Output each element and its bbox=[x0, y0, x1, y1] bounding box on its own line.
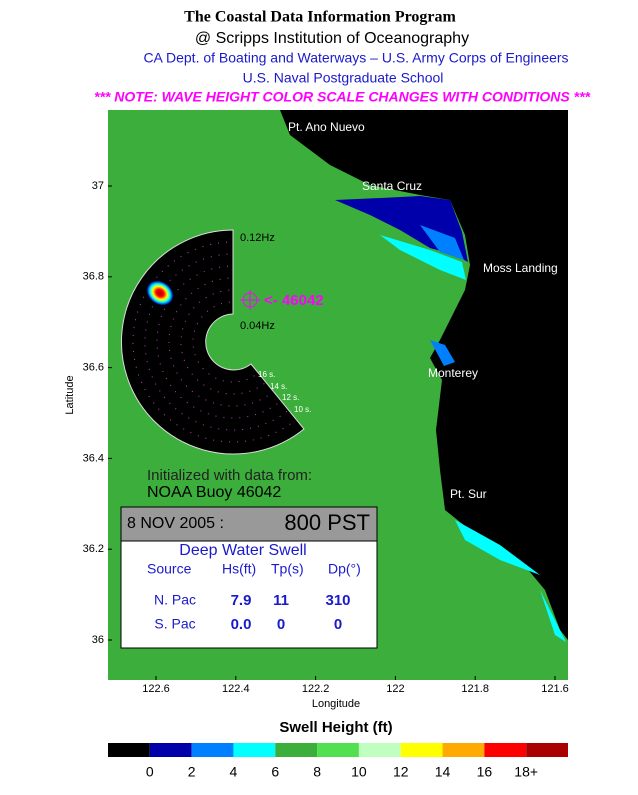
subtitle: @ Scripps Institution of Oceanography bbox=[195, 30, 469, 47]
title: The Coastal Data Information Program bbox=[184, 9, 456, 26]
legend-swatch bbox=[484, 743, 527, 757]
freq-label: 0.12Hz bbox=[240, 232, 275, 244]
sponsor: CA Dept. of Boating and Waterways – U.S.… bbox=[143, 50, 568, 66]
lon-tick-label: 122.2 bbox=[302, 683, 330, 695]
legend-label: 4 bbox=[230, 764, 238, 780]
place-label: Santa Cruz bbox=[362, 179, 422, 193]
buoy-marker bbox=[240, 290, 260, 310]
lon-tick-label: 122.6 bbox=[142, 683, 170, 695]
swell-table bbox=[120, 540, 378, 649]
legend-label: 14 bbox=[435, 764, 451, 780]
init-source: NOAA Buoy 46042 bbox=[147, 484, 281, 501]
period-label: 16 s. bbox=[258, 370, 275, 379]
legend-swatch bbox=[233, 743, 276, 757]
legend-label: 16 bbox=[477, 764, 493, 780]
legend-swatch bbox=[442, 743, 485, 757]
lat-tick-label: 36.8 bbox=[83, 271, 104, 283]
shallow bbox=[455, 520, 540, 575]
buoy-label: <- 46042 bbox=[264, 292, 324, 309]
legend-swatch bbox=[275, 743, 318, 757]
shallow bbox=[420, 225, 464, 260]
shallow bbox=[335, 196, 468, 262]
legend-label: 2 bbox=[188, 764, 196, 780]
period-label: 14 s. bbox=[270, 382, 287, 391]
note: *** NOTE: WAVE HEIGHT COLOR SCALE CHANGE… bbox=[94, 89, 591, 105]
lat-axis-label: Latitude bbox=[64, 375, 76, 414]
row-value: 0 bbox=[334, 616, 342, 633]
land bbox=[280, 110, 568, 640]
legend-label: 10 bbox=[351, 764, 367, 780]
period-label: 10 s. bbox=[294, 405, 311, 414]
lon-axis-label: Longitude bbox=[312, 698, 360, 710]
place-label: Monterey bbox=[428, 366, 478, 380]
legend-swatch bbox=[108, 743, 150, 757]
lat-tick-label: 37 bbox=[92, 180, 104, 192]
legend-swatch bbox=[526, 743, 568, 757]
legend-label: 18+ bbox=[514, 764, 538, 780]
legend-label: 8 bbox=[313, 764, 321, 780]
lon-tick-label: 121.6 bbox=[541, 683, 569, 695]
lat-tick-label: 36 bbox=[92, 634, 104, 646]
freq-label: 0.04Hz bbox=[240, 320, 275, 332]
row-source: S. Pac bbox=[154, 616, 195, 632]
col-header: Source bbox=[147, 561, 192, 577]
shallow bbox=[540, 590, 566, 642]
legend-swatch bbox=[149, 743, 192, 757]
legend-swatch bbox=[317, 743, 359, 757]
col-header: Dp(°) bbox=[328, 561, 361, 577]
place-label: Pt. Sur bbox=[450, 487, 487, 501]
date-box bbox=[120, 506, 378, 542]
table-title: Deep Water Swell bbox=[179, 542, 306, 559]
legend-title: Swell Height (ft) bbox=[279, 719, 392, 736]
lon-tick-label: 122 bbox=[386, 683, 404, 695]
lon-tick-label: 122.4 bbox=[222, 683, 250, 695]
lat-tick-label: 36.4 bbox=[83, 452, 104, 464]
legend-label: 12 bbox=[393, 764, 409, 780]
period-label: 12 s. bbox=[282, 393, 299, 402]
col-header: Hs(ft) bbox=[222, 561, 256, 577]
legend-label: 0 bbox=[146, 764, 154, 780]
row-value: 11 bbox=[273, 592, 289, 609]
row-source: N. Pac bbox=[154, 592, 196, 608]
time: 800 PST bbox=[284, 510, 370, 535]
row-value: 0.0 bbox=[231, 616, 252, 633]
date: 8 NOV 2005 : bbox=[127, 515, 224, 532]
spectrum-peak bbox=[146, 280, 174, 306]
row-value: 7.9 bbox=[231, 592, 252, 609]
lon-tick-label: 121.8 bbox=[461, 683, 489, 695]
legend-swatch bbox=[358, 743, 401, 757]
lat-tick-label: 36.2 bbox=[83, 543, 104, 555]
legend-swatch bbox=[400, 743, 443, 757]
col-header: Tp(s) bbox=[271, 561, 304, 577]
legend-swatch bbox=[191, 743, 234, 757]
legend-label: 6 bbox=[271, 764, 279, 780]
lat-tick-label: 36.6 bbox=[83, 362, 104, 374]
shallow bbox=[430, 340, 455, 366]
sponsor: U.S. Naval Postgraduate School bbox=[243, 70, 444, 86]
shallow bbox=[380, 235, 466, 280]
place-label: Pt. Ano Nuevo bbox=[288, 120, 365, 134]
row-value: 310 bbox=[325, 592, 350, 609]
row-value: 0 bbox=[277, 616, 285, 633]
place-label: Moss Landing bbox=[483, 261, 558, 275]
init-text: Initialized with data from: bbox=[147, 467, 312, 484]
